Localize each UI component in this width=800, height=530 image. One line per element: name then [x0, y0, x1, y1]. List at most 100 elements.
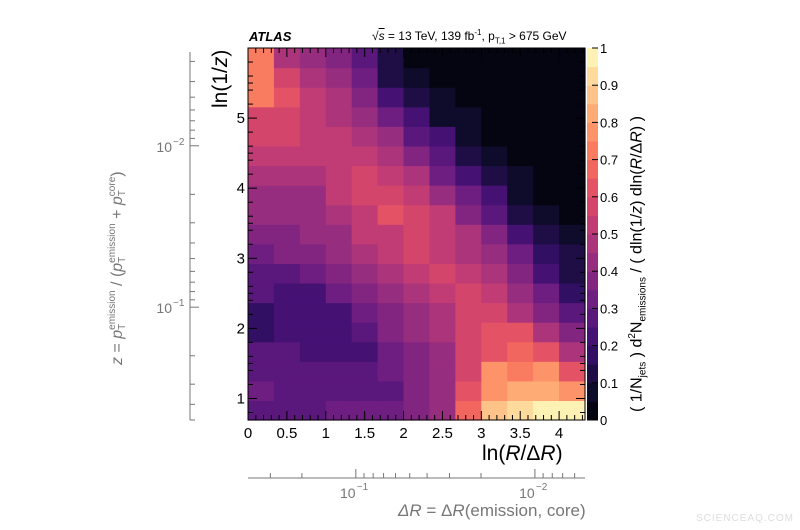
y-tick-label: 3 — [237, 250, 245, 267]
heatmap-cell — [299, 224, 327, 245]
heatmap-cell — [455, 322, 482, 343]
heatmap-cell — [273, 185, 301, 206]
heatmap-cell — [325, 224, 353, 245]
heatmap-cell — [273, 224, 301, 245]
colorbar-tick-label: 0.6 — [600, 190, 618, 205]
heatmap-cell — [481, 185, 508, 206]
x2-title-part: R — [452, 501, 465, 520]
heatmap-cell — [299, 361, 327, 382]
subtitle-cut: > 675 GeV — [505, 29, 567, 43]
heatmap-cell — [455, 341, 482, 362]
heatmap-cell — [351, 67, 379, 88]
heatmap-cell — [455, 145, 482, 167]
heatmap-cell — [455, 243, 482, 264]
heatmap-cell — [481, 263, 508, 284]
heatmap-cell — [559, 341, 586, 362]
heatmap-cell — [559, 243, 586, 264]
heatmap-cell — [403, 224, 431, 245]
y-title-part: ) — [209, 49, 232, 57]
heatmap-cell — [429, 145, 456, 167]
colorbar-tick-label: 1 — [600, 41, 607, 56]
heatmap-cell — [377, 341, 405, 362]
heatmap-cell — [248, 224, 275, 245]
heatmap-cell — [273, 106, 301, 127]
heatmap-cell — [533, 243, 560, 264]
z-title-part: z — [628, 205, 646, 214]
heatmap-cell — [325, 106, 353, 127]
subtitle-pt-sub: T,1 — [494, 36, 506, 46]
heatmap-cell — [429, 126, 456, 147]
heatmap-cell — [299, 263, 327, 284]
heatmap-cell — [533, 87, 560, 108]
heatmap-cell — [273, 145, 301, 167]
colorbar-tick-label: 0.8 — [600, 115, 618, 130]
heatmap-cell — [377, 204, 405, 225]
heatmap-cell — [481, 165, 508, 186]
heatmap-cell — [377, 67, 405, 88]
heatmap-cell — [299, 341, 327, 362]
colorbar-step — [587, 141, 598, 161]
y2-title-part: ) — [109, 171, 127, 177]
colorbar-step — [587, 289, 598, 309]
heatmap-cell — [377, 361, 405, 382]
heatmap-cell — [377, 322, 405, 343]
heatmap-cell — [351, 185, 379, 206]
heatmap-cell — [507, 400, 534, 421]
heatmap-cell — [377, 224, 405, 245]
colorbar-step — [587, 178, 598, 198]
heatmap-cell — [481, 380, 508, 402]
x2-title-part: = Δ — [421, 501, 453, 520]
heatmap-cell — [248, 243, 275, 264]
subtitle-exp: -1 — [474, 28, 482, 37]
colorbar-step — [587, 215, 598, 235]
heatmap-cell — [533, 400, 560, 421]
y-title-part: z — [209, 56, 232, 68]
heatmap-cell — [273, 380, 301, 402]
colorbar-step — [587, 103, 598, 123]
heatmap-cell — [299, 243, 327, 264]
heatmap-cell — [533, 126, 560, 147]
heatmap-cell — [507, 48, 534, 69]
secondary-y-tick-label: 10 — [156, 139, 172, 155]
heatmap-cell — [403, 243, 431, 264]
heatmap-cell — [403, 185, 431, 206]
heatmap-cell — [248, 380, 275, 402]
heatmap-cell — [377, 185, 405, 206]
heatmap-cell — [507, 145, 534, 167]
heatmap-cell — [559, 361, 586, 382]
y2-title-part: p — [109, 196, 127, 206]
heatmap-cell — [559, 145, 586, 167]
x-tick-label: 2 — [399, 425, 407, 442]
plot-frame — [247, 47, 586, 421]
secondary-x-tick-exp: −2 — [536, 482, 548, 493]
heatmap-cell — [507, 243, 534, 264]
secondary-y-tick-exp: −2 — [173, 137, 185, 148]
heatmap-cell — [248, 263, 275, 284]
heatmap-cell — [299, 126, 327, 147]
heatmap-cell — [559, 106, 586, 127]
heatmap-cell — [559, 224, 586, 245]
y2-title-part: p — [109, 262, 127, 272]
colorbar-step — [587, 85, 598, 105]
heatmap-cell — [403, 48, 431, 69]
heatmap-cell — [481, 341, 508, 362]
heatmap-cell — [377, 400, 405, 421]
heatmap-cell — [299, 87, 327, 108]
heatmap-cell — [507, 106, 534, 127]
z-title-part: ) ) — [628, 116, 646, 132]
x-tick-label: 3.5 — [510, 425, 531, 442]
subtitle-pt: , p — [481, 29, 495, 43]
heatmap-cell — [533, 67, 560, 88]
heatmap-cell — [273, 48, 301, 69]
heatmap-cell — [299, 204, 327, 225]
x2-title-part: (emission, core) — [464, 501, 586, 520]
heatmap-cell — [507, 67, 534, 88]
heatmap-cell — [533, 106, 560, 127]
secondary-x-tick-exp: −1 — [357, 482, 369, 493]
heatmap-cell — [403, 204, 431, 225]
heatmap-cell — [403, 165, 431, 186]
x-title-part: ln( — [482, 442, 506, 465]
heatmap-cell — [507, 282, 534, 304]
heatmap-cell — [325, 165, 353, 186]
